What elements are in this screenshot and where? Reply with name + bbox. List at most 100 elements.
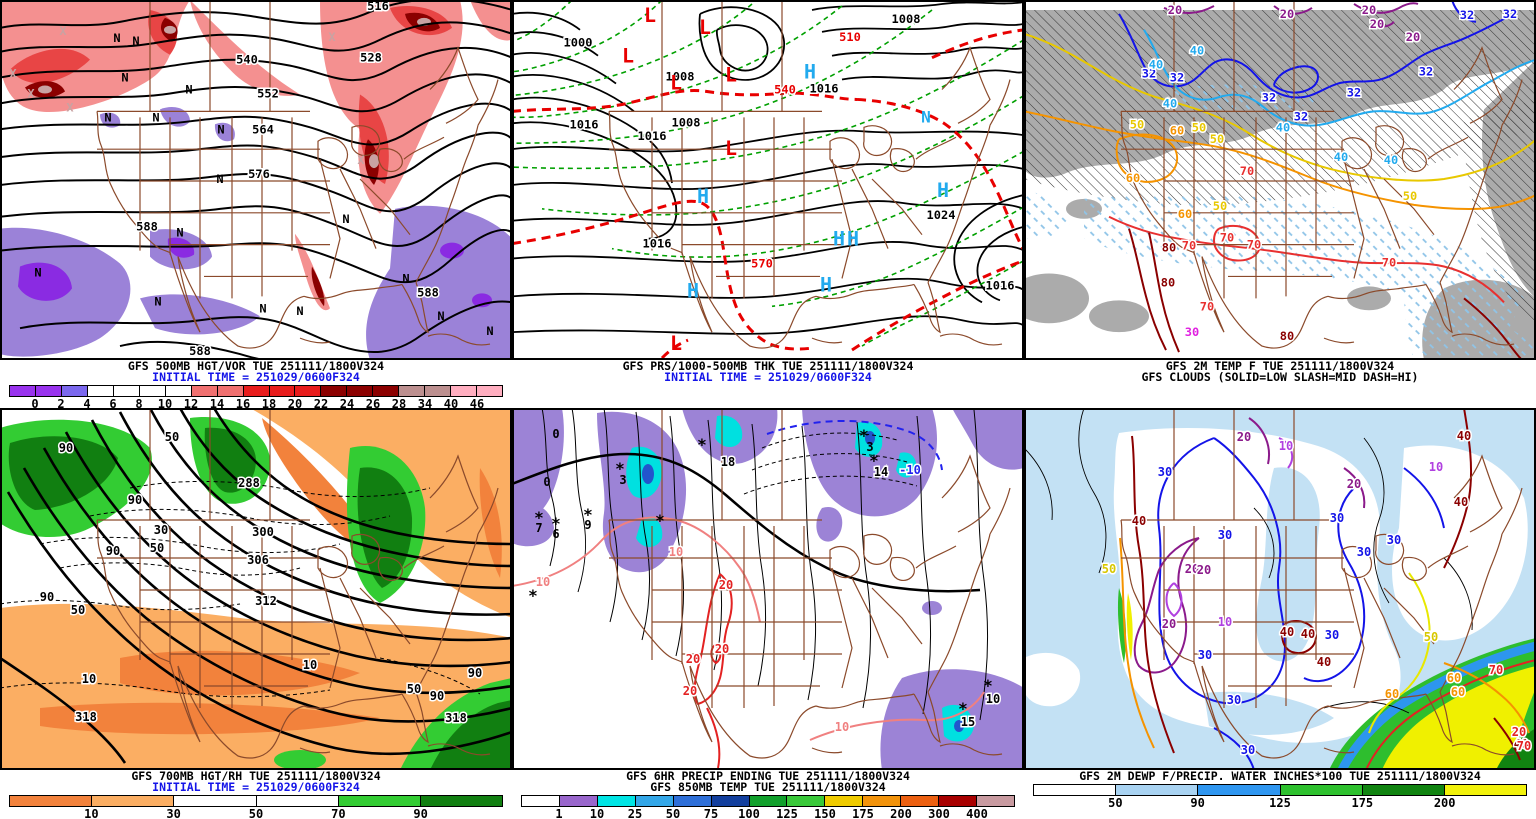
colorbar-tick-label: 200 <box>1433 796 1456 810</box>
colorbar-segment <box>217 386 244 396</box>
colorbar-tick-label: 200 <box>890 807 912 819</box>
map-label: 30 <box>1387 533 1401 547</box>
colorbar-tick-label: 18 <box>261 397 277 408</box>
panel-700mb-hgt-rh: 288 300 306 312 318 318 50 50 50 50 90 90 90 90 90 90 30… <box>0 408 512 819</box>
colorbar-tick-label: 125 <box>1269 796 1291 810</box>
map-label: N <box>437 309 444 323</box>
map-label: 70 <box>1240 164 1254 178</box>
map-label: 30 <box>1227 693 1241 707</box>
map-label: 18 <box>721 455 735 469</box>
colorbar-tick-label: 14 <box>209 397 225 408</box>
colorbar-segment <box>321 386 348 396</box>
colorbar-tick-label: 50 <box>248 807 264 819</box>
map-labels: 1000 1008 1008 1016 1016 1008 1016 1016 1024 1016… <box>562 3 1016 355</box>
colorbar-segment <box>425 386 452 396</box>
map-label: 50 <box>1130 117 1144 131</box>
map-label: 50 <box>150 541 164 555</box>
colorbar-segment <box>863 796 902 806</box>
map-label: 40 <box>1334 150 1348 164</box>
panel-caption: GFS 2M DEWP F/PRECIP. WATER INCHES*100 T… <box>1024 770 1536 782</box>
map-label: 50 <box>1403 189 1417 203</box>
map-label: 80 <box>1162 241 1176 255</box>
colorbar-ticks: 1 10 25 50 75 100 125 150 175 200 300 400 <box>521 807 1015 819</box>
map-label: 30 <box>1218 528 1232 542</box>
map-label: 10 <box>303 658 317 672</box>
map-label: 7 <box>535 521 542 535</box>
colorbar-tick-label: 70 <box>331 807 346 819</box>
colorbar-segment <box>787 796 826 806</box>
map-label: H <box>833 227 845 251</box>
panel-subtitle: INITIAL TIME = 251029/0600F324 <box>152 780 360 794</box>
colorbar-tick-label: 16 <box>235 397 251 408</box>
colorbar-segment <box>901 796 940 806</box>
colorbar-segment <box>451 386 478 396</box>
map-label: 588 <box>417 285 439 299</box>
map-label: N <box>921 107 931 126</box>
map-label: N <box>402 271 409 285</box>
colorbar-tick-label: 28 <box>391 397 407 408</box>
map-label: X <box>357 153 365 167</box>
panel-title: GFS 700MB HGT/RH TUE 251111/1800V324 <box>131 769 381 783</box>
map-label: N <box>104 110 111 124</box>
map-label: 40 <box>1280 625 1294 639</box>
map-label: 50 <box>165 430 179 444</box>
map-label: 40 <box>1163 96 1177 110</box>
map-label: 1016 <box>810 82 839 96</box>
colorbar-segment <box>1280 785 1363 795</box>
panel-title: GFS 2M TEMP F TUE 251111/1800V324 <box>1165 359 1395 373</box>
isobar-layer <box>512 1 1024 335</box>
map-label: 50 <box>1102 562 1116 576</box>
map-label: 40 <box>1454 495 1468 509</box>
map-label: 20 <box>1237 430 1251 444</box>
map-label: 1016 <box>570 117 599 131</box>
colorbar-segment <box>191 386 218 396</box>
panel-title: GFS PRS/1000-500MB THK TUE 251111/1800V3… <box>622 359 914 373</box>
map-label: 40 <box>1384 153 1398 167</box>
panel-caption: GFS 2M TEMP F TUE 251111/1800V324 GFS CL… <box>1024 359 1536 383</box>
map-label: N <box>176 226 183 240</box>
map-label: 576 <box>248 167 270 181</box>
map-label: 0 <box>543 475 550 489</box>
panel-title: GFS 500MB HGT/VOR TUE 251111/1800V324 <box>127 359 385 373</box>
colorbar-tick-label: 175 <box>852 807 874 819</box>
panel-caption: GFS 500MB HGT/VOR TUE 251111/1800V324 IN… <box>0 359 512 383</box>
pwat-shading-layer <box>1024 408 1536 770</box>
map-label: 70 <box>1247 238 1261 252</box>
map-label: * <box>528 586 538 605</box>
map-label: 90 <box>40 590 54 604</box>
map-label: 32 <box>1142 67 1156 81</box>
map-label: 32 <box>1460 8 1474 22</box>
colorbar-segment <box>825 796 864 806</box>
colorbar-ticks: 50 90 125 175 200 <box>1033 796 1527 810</box>
map-label: 70 <box>1517 739 1531 753</box>
map-label: 30 <box>1185 325 1199 339</box>
map-label: * <box>697 435 707 454</box>
colorbar-segment <box>174 796 257 806</box>
map-label: * <box>655 511 665 530</box>
colorbar-ticks: 10 30 50 70 90 <box>9 807 503 819</box>
panel-caption: GFS 6HR PRECIP ENDING TUE 251111/1800V32… <box>512 770 1024 793</box>
map-label: 90 <box>430 689 444 703</box>
map-label: 540 <box>236 53 258 67</box>
height-contour-layer <box>0 408 512 764</box>
colorbar-tick-label: 10 <box>589 807 605 819</box>
map-label: 312 <box>255 594 277 608</box>
map-label: 1000 <box>564 36 593 50</box>
colorbar <box>9 795 503 807</box>
front-thickness-critical-layer <box>512 28 1024 360</box>
map-mslp-thickness: 1000 1008 1008 1016 1016 1008 1016 1016 1024 1016… <box>512 0 1024 360</box>
map-label: 30 <box>1330 511 1344 525</box>
colorbar-segment <box>977 796 1014 806</box>
map-label: * <box>983 676 993 695</box>
map-label: 10 <box>669 545 683 559</box>
map-label: N <box>34 265 41 279</box>
map-label: N <box>217 122 224 136</box>
map-label: 1016 <box>643 237 672 251</box>
map-label: N <box>152 110 159 124</box>
map-label: 90 <box>106 544 120 558</box>
map-label: N <box>113 31 120 45</box>
map-label: 70 <box>1382 256 1396 270</box>
